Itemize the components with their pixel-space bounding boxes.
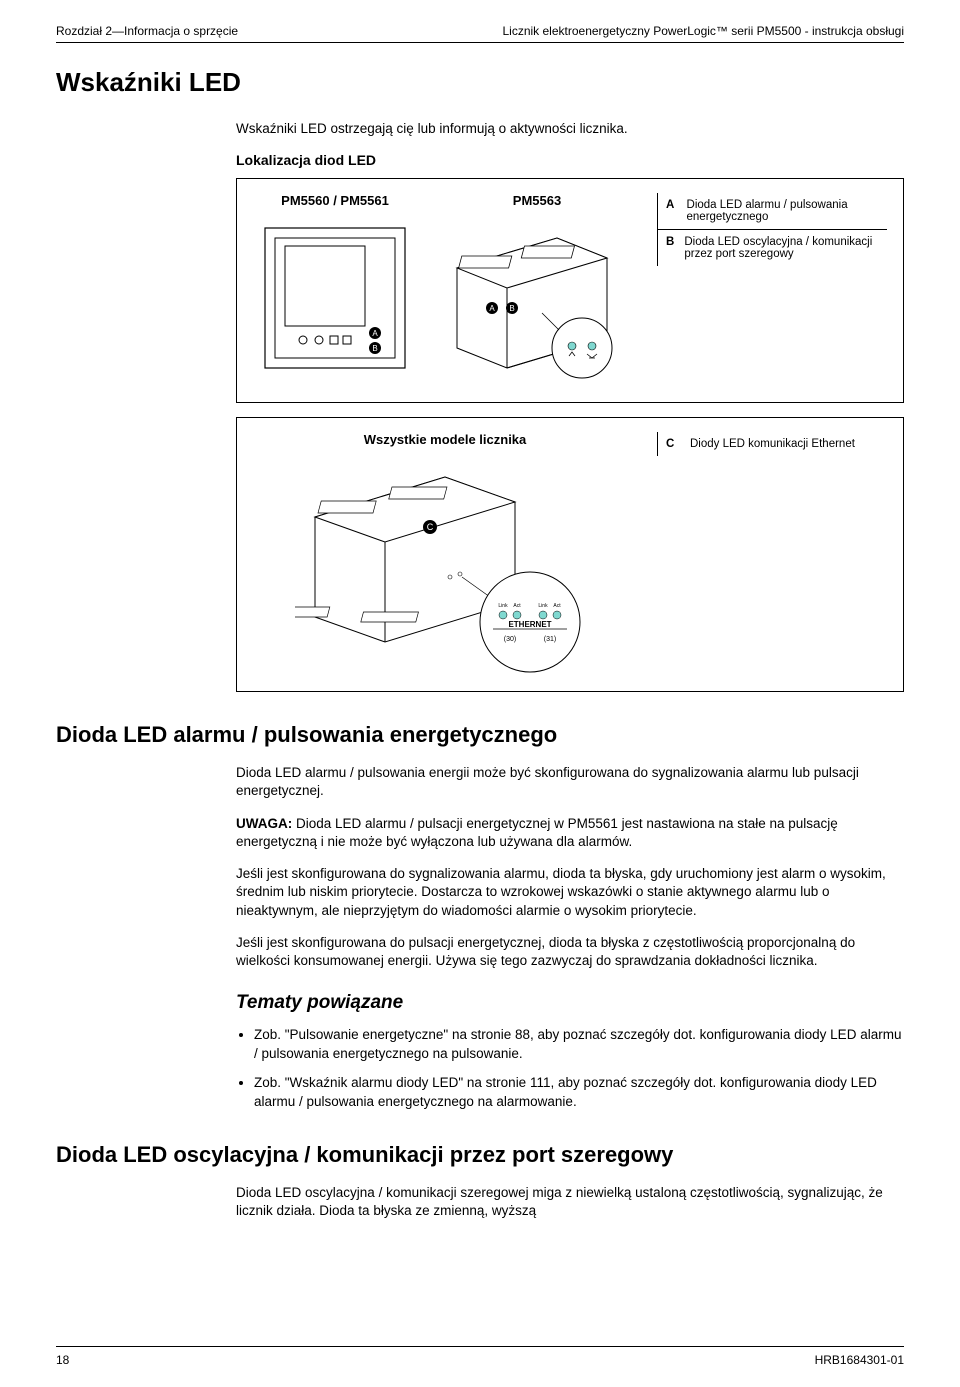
- svg-text:A: A: [489, 304, 495, 313]
- page-number: 18: [56, 1353, 69, 1367]
- section-serial-led-title: Dioda LED oscylacyjna / komunikacji prze…: [56, 1142, 904, 1168]
- section2-p2-text: Dioda LED alarmu / pulsacji energetyczne…: [236, 816, 838, 849]
- related-topics-list: Zob. "Pulsowanie energetyczne" na stroni…: [236, 1026, 904, 1112]
- diagram-ethernet-led: Wszystkie modele licznika: [236, 417, 904, 692]
- svg-text:(30): (30): [504, 636, 516, 643]
- svg-text:Act: Act: [553, 603, 561, 609]
- legend-text-c: Diody LED komunikacji Ethernet: [690, 438, 855, 450]
- section-alarm-led-title: Dioda LED alarmu / pulsowania energetycz…: [56, 722, 904, 748]
- related-item-1: Zob. "Pulsowanie energetyczne" na stroni…: [254, 1026, 904, 1064]
- legend-key-a: A: [666, 199, 679, 211]
- legend-text-b: Dioda LED oscylacyjna / komunikacji prze…: [684, 236, 879, 260]
- svg-text:A: A: [372, 329, 378, 338]
- svg-text:C: C: [427, 522, 434, 532]
- svg-text:Act: Act: [513, 603, 521, 609]
- header-left: Rozdział 2—Informacja o sprzęcie: [56, 24, 238, 38]
- section2-p3: Jeśli jest skonfigurowana do sygnalizowa…: [236, 865, 904, 920]
- localization-heading: Lokalizacja diod LED: [236, 152, 904, 168]
- svg-text:Link: Link: [538, 603, 548, 609]
- model-label-right: PM5563: [437, 193, 637, 208]
- related-item-2: Zob. "Wskaźnik alarmu diody LED" na stro…: [254, 1074, 904, 1112]
- svg-text:B: B: [509, 304, 514, 313]
- section3-p1: Dioda LED oscylacyjna / komunikacji szer…: [236, 1184, 904, 1220]
- model-label-left: PM5560 / PM5561: [253, 193, 417, 208]
- uwaga-label: UWAGA:: [236, 816, 292, 831]
- header-rule: [56, 42, 904, 43]
- legend-key-b: B: [666, 236, 676, 248]
- diagram1-legend: A Dioda LED alarmu / pulsowania energety…: [657, 193, 887, 266]
- legend-text-a: Dioda LED alarmu / pulsowania energetycz…: [687, 199, 879, 223]
- page-title: Wskaźniki LED: [56, 67, 904, 98]
- svg-text:B: B: [372, 344, 377, 353]
- svg-text:ETHERNET: ETHERNET: [508, 620, 551, 629]
- doc-number: HRB1684301-01: [815, 1353, 904, 1367]
- header-right: Licznik elektroenergetyczny PowerLogic™ …: [502, 24, 904, 38]
- section2-p1: Dioda LED alarmu / pulsowania energii mo…: [236, 764, 904, 800]
- section2-p2: UWAGA: Dioda LED alarmu / pulsacji energ…: [236, 815, 904, 851]
- legend-key-c: C: [666, 438, 682, 450]
- section2-p4: Jeśli jest skonfigurowana do pulsacji en…: [236, 934, 904, 970]
- meter-ethernet-icon: C ETHERNET: [295, 457, 595, 677]
- svg-text:Link: Link: [498, 603, 508, 609]
- meter-front-icon: A B: [255, 218, 415, 378]
- related-topics-heading: Tematy powiązane: [236, 992, 904, 1014]
- intro-paragraph: Wskaźniki LED ostrzegają cię lub informu…: [236, 120, 904, 138]
- footer-rule: [56, 1346, 904, 1347]
- all-models-label: Wszystkie modele licznika: [253, 432, 637, 447]
- diagram-led-location: PM5560 / PM5561 A B: [236, 178, 904, 403]
- meter-side-icon: A B: [437, 218, 637, 388]
- svg-text:(31): (31): [544, 636, 556, 643]
